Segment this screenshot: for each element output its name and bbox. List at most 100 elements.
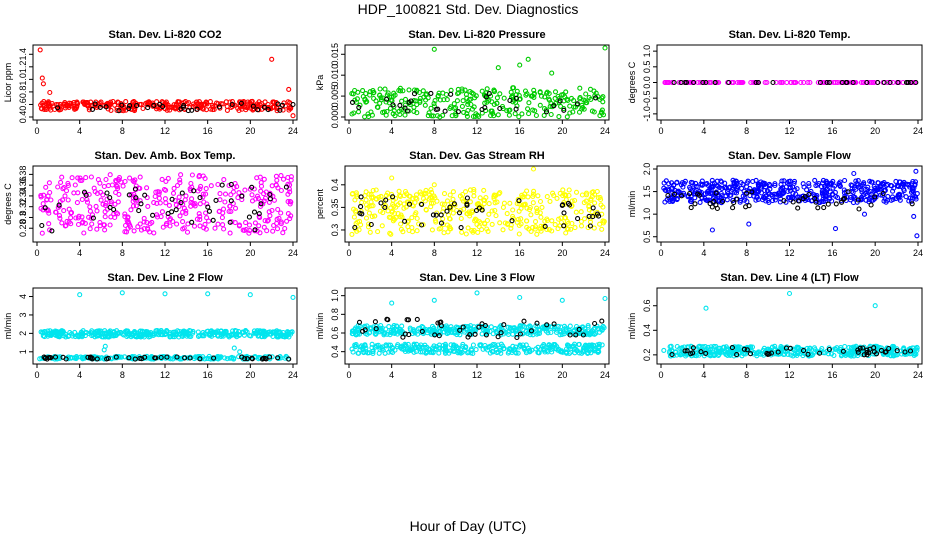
data-point bbox=[229, 101, 235, 108]
data-point bbox=[409, 215, 415, 221]
data-point bbox=[679, 350, 685, 356]
data-point bbox=[494, 95, 500, 101]
data-point bbox=[530, 191, 536, 197]
data-point bbox=[700, 344, 706, 350]
data-point bbox=[827, 195, 833, 201]
data-point bbox=[275, 355, 281, 361]
data-point bbox=[199, 333, 205, 339]
data-point bbox=[351, 110, 357, 116]
data-point bbox=[255, 333, 261, 339]
data-point bbox=[851, 170, 857, 177]
data-point bbox=[395, 211, 401, 217]
data-point bbox=[561, 223, 567, 229]
data-point bbox=[406, 227, 412, 234]
data-point bbox=[849, 182, 855, 189]
data-point bbox=[600, 220, 607, 226]
data-point bbox=[219, 332, 225, 338]
data-point bbox=[194, 106, 200, 112]
data-point bbox=[842, 177, 848, 184]
data-point bbox=[187, 355, 193, 361]
data-point bbox=[698, 349, 704, 355]
x-tick-label: 8 bbox=[432, 370, 437, 380]
data-point bbox=[382, 350, 388, 356]
data-point bbox=[285, 199, 291, 205]
data-point bbox=[40, 81, 46, 87]
data-point bbox=[586, 203, 592, 209]
data-point bbox=[472, 113, 478, 119]
data-point bbox=[547, 198, 553, 204]
data-point bbox=[524, 188, 530, 194]
data-point bbox=[891, 345, 897, 351]
data-point bbox=[855, 347, 861, 353]
data-point bbox=[410, 346, 416, 352]
data-point bbox=[549, 70, 555, 76]
data-point bbox=[687, 186, 694, 192]
data-point bbox=[831, 183, 838, 189]
data-point bbox=[431, 101, 437, 107]
data-point bbox=[411, 91, 418, 97]
data-point bbox=[566, 187, 572, 193]
data-point bbox=[731, 200, 737, 206]
data-point bbox=[102, 330, 108, 336]
data-point bbox=[398, 221, 404, 227]
data-point bbox=[516, 344, 522, 350]
data-point bbox=[363, 189, 369, 195]
data-point bbox=[671, 191, 678, 197]
data-point bbox=[46, 355, 52, 361]
data-point bbox=[573, 189, 580, 195]
data-point bbox=[703, 350, 709, 356]
data-point bbox=[388, 231, 394, 237]
data-point bbox=[897, 197, 903, 203]
data-point bbox=[73, 215, 79, 221]
data-point bbox=[213, 197, 219, 203]
data-point bbox=[722, 180, 728, 186]
data-point bbox=[525, 194, 531, 200]
data-point bbox=[464, 201, 470, 207]
data-point bbox=[520, 331, 526, 337]
data-point bbox=[227, 332, 233, 338]
data-point bbox=[137, 174, 143, 180]
data-point bbox=[349, 231, 355, 237]
data-point bbox=[537, 327, 543, 333]
data-point bbox=[579, 102, 585, 108]
data-point bbox=[766, 351, 772, 357]
data-point bbox=[112, 201, 118, 207]
x-tick-label: 16 bbox=[203, 248, 213, 258]
data-point bbox=[565, 97, 571, 104]
data-point bbox=[516, 222, 522, 228]
data-point bbox=[154, 99, 160, 105]
data-point bbox=[534, 208, 540, 214]
data-point bbox=[290, 113, 296, 119]
data-point bbox=[230, 189, 236, 195]
data-point bbox=[505, 324, 511, 330]
data-point bbox=[909, 201, 915, 207]
data-point bbox=[504, 211, 510, 217]
data-point bbox=[113, 210, 119, 216]
data-point bbox=[212, 225, 218, 231]
data-point bbox=[526, 100, 532, 106]
data-point bbox=[431, 182, 437, 188]
data-point bbox=[690, 180, 696, 186]
y-tick-label: 1.0 bbox=[642, 45, 652, 58]
data-point bbox=[871, 183, 877, 190]
data-point bbox=[455, 91, 461, 97]
data-point bbox=[437, 97, 443, 103]
data-point bbox=[764, 79, 770, 86]
data-point bbox=[79, 177, 85, 183]
data-point bbox=[131, 106, 137, 113]
data-point bbox=[855, 353, 861, 359]
data-point bbox=[483, 94, 489, 100]
data-point bbox=[408, 98, 414, 104]
data-point bbox=[556, 114, 562, 120]
data-point bbox=[96, 356, 102, 362]
x-tick-label: 4 bbox=[701, 370, 706, 380]
data-point bbox=[501, 346, 507, 352]
data-point bbox=[112, 102, 118, 108]
data-point bbox=[377, 86, 383, 92]
data-point bbox=[397, 200, 403, 206]
data-point bbox=[122, 211, 128, 217]
data-point bbox=[197, 186, 203, 192]
data-point bbox=[46, 180, 52, 186]
data-point bbox=[801, 79, 807, 86]
data-point bbox=[565, 226, 571, 232]
